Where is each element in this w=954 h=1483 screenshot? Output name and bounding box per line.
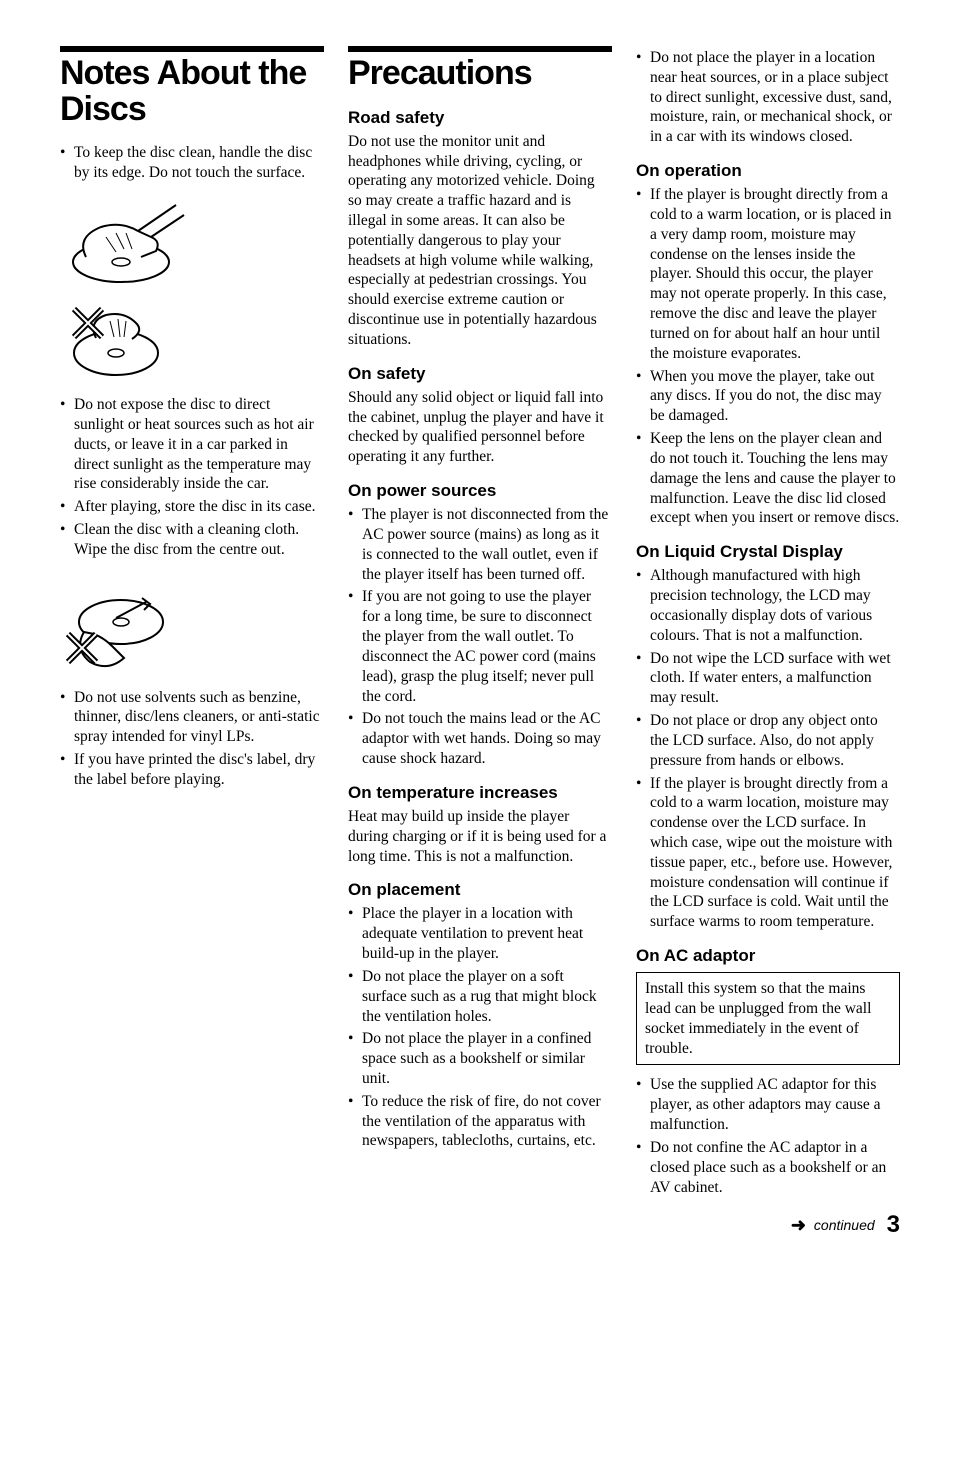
list-item: Although manufactured with high precisio…	[636, 566, 900, 645]
list-item: If the player is brought directly from a…	[636, 185, 900, 363]
section-title-precautions: Precautions	[348, 56, 612, 92]
list-item: Do not place the player in a confined sp…	[348, 1029, 612, 1088]
list-item: After playing, store the disc in its cas…	[60, 497, 324, 517]
list-item: To reduce the risk of fire, do not cover…	[348, 1092, 612, 1151]
heading-safety: On safety	[348, 364, 612, 384]
columns-container: Notes About the Discs To keep the disc c…	[60, 46, 900, 1205]
list-item: Do not place the player in a location ne…	[636, 48, 900, 147]
bullet-list: If the player is brought directly from a…	[636, 185, 900, 528]
list-item: When you move the player, take out any d…	[636, 367, 900, 426]
heading-lcd: On Liquid Crystal Display	[636, 542, 900, 562]
list-item: Do not place or drop any object onto the…	[636, 711, 900, 770]
list-item: Do not confine the AC adaptor in a close…	[636, 1138, 900, 1197]
column-2: Precautions Road safety Do not use the m…	[348, 46, 612, 1205]
disc-handle-illustration	[66, 197, 324, 289]
paragraph-road-safety: Do not use the monitor unit and headphon…	[348, 132, 612, 350]
list-item: Do not touch the mains lead or the AC ad…	[348, 709, 612, 768]
heading-temperature: On temperature increases	[348, 783, 612, 803]
title-rule	[348, 46, 612, 52]
bullet-list: Use the supplied AC adaptor for this pla…	[636, 1075, 900, 1197]
disc-wipe-illustration	[66, 574, 324, 674]
list-item: If you have printed the disc's label, dr…	[60, 750, 324, 790]
paragraph-temperature: Heat may build up inside the player duri…	[348, 807, 612, 866]
list-item: Use the supplied AC adaptor for this pla…	[636, 1075, 900, 1134]
bullet-list: Do not place the player in a location ne…	[636, 48, 900, 147]
heading-ac-adaptor: On AC adaptor	[636, 946, 900, 966]
list-item: The player is not disconnected from the …	[348, 505, 612, 584]
heading-road-safety: Road safety	[348, 108, 612, 128]
bullet-list: Place the player in a location with adeq…	[348, 904, 612, 1151]
bullet-list: Although manufactured with high precisio…	[636, 566, 900, 932]
paragraph-safety: Should any solid object or liquid fall i…	[348, 388, 612, 467]
list-item: Do not place the player on a soft surfac…	[348, 967, 612, 1026]
list-item: To keep the disc clean, handle the disc …	[60, 143, 324, 183]
list-item: If you are not going to use the player f…	[348, 587, 612, 706]
column-3: Do not place the player in a location ne…	[636, 46, 900, 1205]
heading-power-sources: On power sources	[348, 481, 612, 501]
page-number: 3	[887, 1211, 900, 1239]
list-item: Clean the disc with a cleaning cloth. Wi…	[60, 520, 324, 560]
list-item: Keep the lens on the player clean and do…	[636, 429, 900, 528]
continued-arrow-icon: ➜	[791, 1215, 806, 1236]
list-item: If the player is brought directly from a…	[636, 774, 900, 933]
heading-operation: On operation	[636, 161, 900, 181]
page-footer: ➜ continued 3	[60, 1211, 900, 1239]
disc-touch-wrong-illustration	[66, 303, 324, 381]
bullet-list: Do not expose the disc to direct sunligh…	[60, 395, 324, 560]
title-rule	[60, 46, 324, 52]
list-item: Place the player in a location with adeq…	[348, 904, 612, 963]
continued-label: continued	[814, 1217, 875, 1233]
bullet-list: To keep the disc clean, handle the disc …	[60, 143, 324, 183]
ac-adaptor-warning-box: Install this system so that the mains le…	[636, 972, 900, 1065]
heading-placement: On placement	[348, 880, 612, 900]
bullet-list: The player is not disconnected from the …	[348, 505, 612, 769]
list-item: Do not use solvents such as benzine, thi…	[60, 688, 324, 747]
list-item: Do not wipe the LCD surface with wet clo…	[636, 649, 900, 708]
section-title-discs: Notes About the Discs	[60, 56, 324, 127]
column-1: Notes About the Discs To keep the disc c…	[60, 46, 324, 1205]
page: Notes About the Discs To keep the disc c…	[0, 0, 954, 1263]
list-item: Do not expose the disc to direct sunligh…	[60, 395, 324, 494]
bullet-list: Do not use solvents such as benzine, thi…	[60, 688, 324, 790]
